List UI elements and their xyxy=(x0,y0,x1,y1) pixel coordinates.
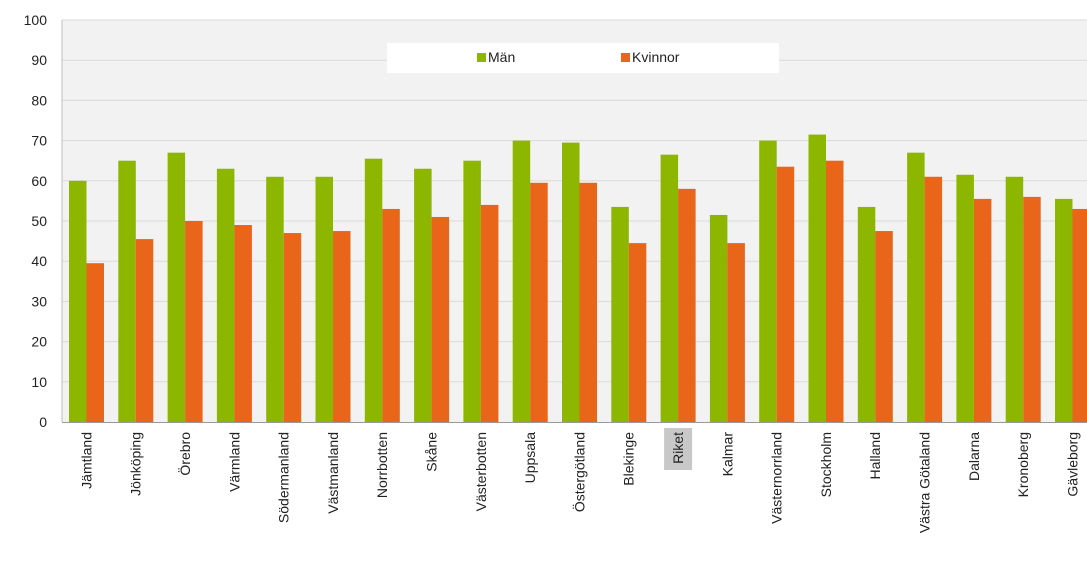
x-category-label: Uppsala xyxy=(522,432,538,484)
x-category-label: Östergötland xyxy=(570,432,587,512)
bar-man xyxy=(414,168,432,422)
x-category-label: Stockholm xyxy=(818,432,834,497)
bar-kvinnor xyxy=(135,239,154,422)
y-tick-label: 0 xyxy=(39,414,47,430)
x-category-label: Dalarna xyxy=(966,432,982,481)
bar-man xyxy=(167,152,186,422)
bar-kvinnor xyxy=(875,231,893,422)
bar-man xyxy=(808,134,826,422)
bar-kvinnor xyxy=(283,233,302,422)
bar-man xyxy=(69,180,87,422)
x-category-label: Kalmar xyxy=(719,432,735,477)
y-tick-label: 40 xyxy=(31,253,47,269)
bar-kvinnor xyxy=(727,243,745,422)
bar-man xyxy=(266,176,284,422)
bar-man xyxy=(315,176,333,422)
bar-kvinnor xyxy=(333,231,351,422)
bar-kvinnor xyxy=(924,176,943,422)
x-category-label: Västernorrland xyxy=(769,432,785,524)
bar-kvinnor xyxy=(185,221,203,422)
x-category-label: Blekinge xyxy=(621,432,637,486)
x-category-label: Skåne xyxy=(424,432,440,472)
bar-kvinnor xyxy=(678,188,696,422)
y-axis: 0 10 20 30 40 50 60 70 80 90 100 xyxy=(24,12,1087,430)
legend-label-man: Män xyxy=(488,49,515,65)
bar-kvinnor xyxy=(431,216,450,422)
bar-kvinnor xyxy=(480,204,499,422)
x-axis-labels: Jämtland Jönköping Örebro Värmland Södermanl… xyxy=(78,428,1080,533)
x-category-label: Riket xyxy=(670,432,686,464)
x-category-label: Jämtland xyxy=(78,432,94,489)
legend-swatch-man xyxy=(477,53,486,62)
bar-man xyxy=(660,154,679,423)
y-tick-label: 70 xyxy=(31,133,47,149)
legend-label-kvinnor: Kvinnor xyxy=(632,49,680,65)
x-category-label: Halland xyxy=(867,432,883,479)
bar-man xyxy=(857,206,876,422)
bar-man xyxy=(611,206,629,422)
bar-man xyxy=(759,140,777,422)
bar-man xyxy=(907,152,925,422)
bar-man xyxy=(216,168,235,422)
bar-man xyxy=(512,140,531,422)
y-tick-label: 100 xyxy=(24,12,48,28)
legend: Män Kvinnor xyxy=(387,43,779,73)
x-category-label: Södermanland xyxy=(276,432,292,523)
bar-kvinnor xyxy=(776,166,795,422)
bar-kvinnor xyxy=(579,182,597,422)
x-category-label: Norrbotten xyxy=(374,432,390,498)
bar-man xyxy=(463,160,481,422)
bar-kvinnor xyxy=(628,243,647,422)
bar-man xyxy=(1055,198,1073,422)
x-category-label: Västmanland xyxy=(325,432,341,514)
legend-box xyxy=(387,43,779,73)
x-category-label: Västerbotten xyxy=(473,432,489,511)
bar-kvinnor xyxy=(382,208,400,422)
y-tick-label: 10 xyxy=(31,374,47,390)
y-tick-label: 90 xyxy=(31,52,47,68)
bar-kvinnor xyxy=(1023,196,1041,422)
x-category-label: Värmland xyxy=(226,432,242,492)
x-category-label: Kronoberg xyxy=(1015,432,1031,497)
bars xyxy=(69,134,1087,423)
bar-man xyxy=(118,160,136,422)
y-tick-label: 80 xyxy=(31,92,47,108)
y-tick-label: 30 xyxy=(31,293,47,309)
x-category-label: Örebro xyxy=(176,432,193,476)
y-tick-label: 50 xyxy=(31,213,47,229)
bar-kvinnor xyxy=(234,225,252,422)
bar-man xyxy=(1005,176,1024,422)
bar-man xyxy=(956,174,974,422)
bar-man xyxy=(709,214,728,422)
y-tick-label: 60 xyxy=(31,173,47,189)
bar-kvinnor xyxy=(973,198,992,422)
x-category-label: Jönköping xyxy=(128,432,144,496)
x-category-label: Västra Götaland xyxy=(917,432,933,533)
bar-kvinnor xyxy=(1072,208,1087,422)
bar-kvinnor xyxy=(530,182,548,422)
highlight-box xyxy=(664,428,693,470)
bar-kvinnor xyxy=(86,263,104,422)
bar-man xyxy=(562,142,580,423)
x-category-label: Gävleborg xyxy=(1064,432,1080,497)
bar-man xyxy=(364,158,383,422)
legend-swatch-kvinnor xyxy=(621,53,630,62)
y-tick-label: 20 xyxy=(31,334,47,350)
bar-kvinnor xyxy=(826,160,844,422)
